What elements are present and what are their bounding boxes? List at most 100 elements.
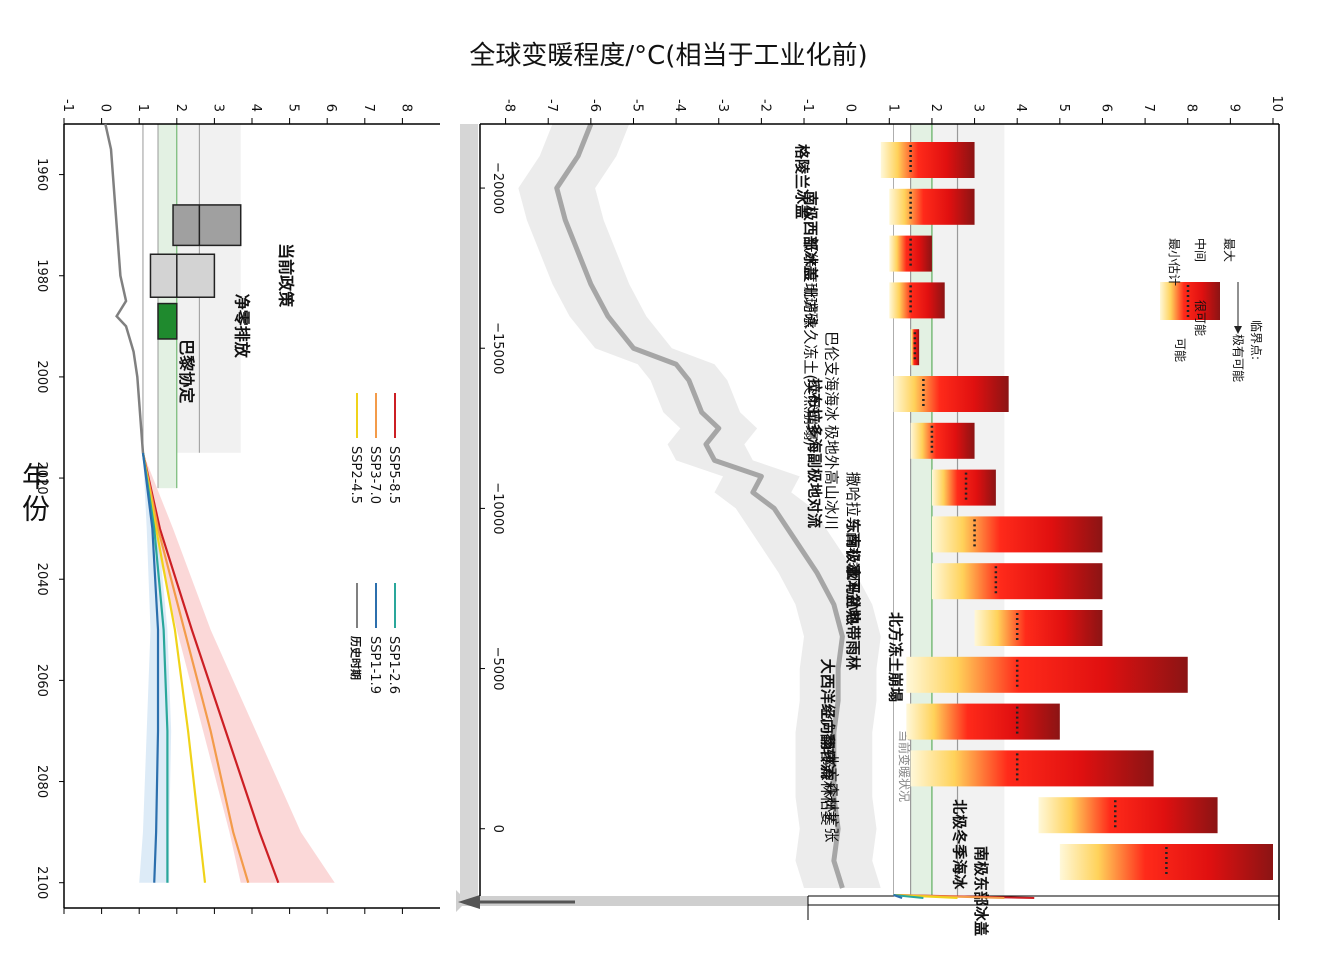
series-line (141, 452, 169, 883)
time-connector (460, 124, 478, 904)
tipping-bar (1038, 797, 1218, 834)
series-line (141, 452, 160, 883)
tipping-label: 北方永久冻土(突然崩塌) (801, 284, 819, 446)
time-tick-label: −20000 (490, 162, 505, 214)
series-line (104, 123, 145, 453)
legend-label: SSP1-2.6 (386, 636, 401, 694)
value-tick-label: 8 (398, 104, 413, 112)
tipping-label: 东南极冰下盆地 (844, 518, 862, 623)
value-tick-label: 6 (1098, 104, 1113, 112)
value-tick-label: 4 (248, 104, 263, 112)
tipping-bar (931, 563, 1103, 600)
tipping-bar (889, 188, 975, 225)
tipping-bar (931, 516, 1103, 553)
legend-arrow-head (1234, 326, 1242, 334)
legend-label: SSP1-1.9 (367, 636, 382, 694)
time-tick-label: −10000 (490, 482, 505, 534)
value-tick-label: 5 (1056, 104, 1071, 112)
projection-band (142, 452, 335, 883)
value-tick-label: -8 (502, 99, 517, 112)
legend-max-label: 最大 (1222, 238, 1236, 262)
value-tick-label: -1 (800, 99, 815, 112)
legend-min-label: 最小估计 (1167, 238, 1181, 286)
legend-min-note: 可能 (1173, 338, 1187, 362)
legend-subtitle: 极有可能 (1231, 334, 1245, 382)
x-axis-title: 年份 (18, 462, 51, 526)
value-tick-label: 8 (1184, 104, 1199, 112)
series-line (141, 452, 250, 884)
connector-arrow (458, 895, 480, 909)
value-tick-label: 5 (286, 104, 301, 112)
value-tick-label: -2 (757, 99, 772, 112)
tipping-label: 亚马孙热带雨林 (844, 565, 862, 671)
value-tick-label: 10 (1269, 95, 1284, 112)
tipping-bar (906, 703, 1060, 740)
legend-label: SSP3-7.0 (367, 446, 382, 504)
tipping-label: 北极冬季海冰 (951, 799, 969, 890)
tipping-bar (889, 282, 945, 319)
tipping-label: 北方冻土崩塌 (887, 612, 905, 702)
tipping-bar (893, 376, 1009, 412)
tipping-label: 北方南部森林枯萎 (818, 706, 836, 826)
time-tick-label: −5000 (490, 647, 505, 691)
time-tick-label: 0 (490, 825, 505, 833)
tipping-label: 拉布拉多海副极地对流 (806, 378, 824, 528)
value-tick-label: 3 (210, 104, 225, 112)
tipping-bar (910, 422, 975, 459)
year-tick-label: 1960 (34, 158, 49, 191)
tipping-label: 南极西部冰盖 (801, 191, 819, 281)
tipping-bar (974, 610, 1103, 646)
value-tick-label: 6 (323, 104, 338, 112)
year-tick-label: 2060 (34, 664, 49, 697)
year-tick-label: 2080 (34, 765, 49, 798)
year-tick-label: 2100 (34, 866, 49, 899)
value-tick-label: 0 (843, 104, 858, 112)
value-tick-label: 7 (1141, 104, 1156, 112)
scenario-label: 当前政策 (277, 243, 296, 308)
value-tick-label: 1 (885, 104, 900, 112)
legend-title: 临界点: (1249, 320, 1263, 360)
year-tick-label: 2000 (34, 360, 49, 393)
legend-central-label: 中间 (1193, 238, 1208, 262)
tipping-bar (880, 142, 975, 178)
mini-projection (893, 894, 903, 899)
value-tick-label: -6 (587, 99, 602, 112)
paleo-line (554, 123, 845, 889)
value-tick-label: 9 (1226, 104, 1241, 112)
tipping-label: 巴伦支海海冰 (823, 331, 841, 421)
tipping-bar (910, 750, 1154, 787)
projection-band (139, 452, 172, 883)
tipping-label: 大西洋经向翻转流 (818, 659, 836, 779)
scenario-box (157, 302, 178, 340)
value-tick-label: 2 (173, 104, 188, 112)
scenario-label: 净零排放 (232, 294, 251, 359)
value-tick-label: 7 (361, 104, 376, 112)
legend-label: SSP5-8.5 (386, 446, 401, 504)
series-line (141, 452, 280, 884)
chart-title: 全球变暖程度/°C(相当于工业化前) (469, 41, 868, 71)
value-tick-label: -5 (629, 99, 644, 112)
value-tick-label: 2 (928, 104, 943, 112)
year-tick-label: 1980 (34, 259, 49, 292)
tipping-bar (931, 469, 996, 506)
year-tick-label: 2020 (34, 462, 49, 495)
time-tick-label: −15000 (490, 322, 505, 374)
legend-gradient-bar (1160, 282, 1220, 320)
current-warming-label: 当前变暖状况 (897, 730, 912, 802)
scenario-box (149, 253, 216, 298)
tipping-label: 低纬度珊瑚礁 (801, 238, 819, 328)
value-tick-label: 1 (135, 104, 150, 112)
tipping-label: 格陵兰冰盖 (793, 144, 811, 219)
mini-projection (893, 894, 924, 899)
tipping-label: 北方森林扩张 (823, 752, 841, 842)
tipping-bar (906, 656, 1188, 693)
value-tick-label: -3 (715, 99, 730, 112)
value-tick-label: 3 (971, 104, 986, 112)
year-tick-label: 2040 (34, 563, 49, 596)
series-line (141, 452, 207, 883)
legend-label: SSP2-4.5 (348, 446, 363, 504)
transition-wedge (456, 890, 808, 912)
tipping-label: 极地外高山冰川 (823, 425, 841, 530)
